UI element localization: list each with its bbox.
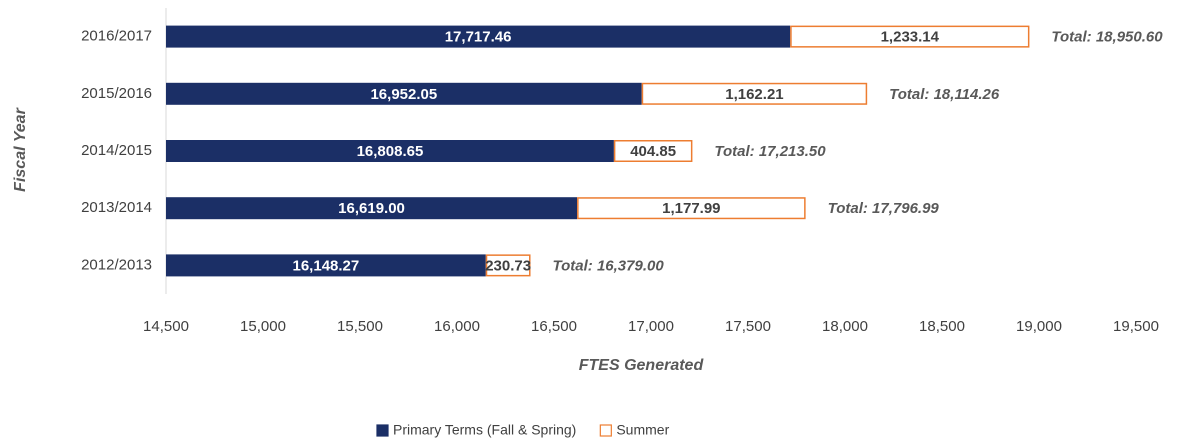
bar-primary xyxy=(166,197,578,220)
x-tick-label: 15,000 xyxy=(240,318,286,335)
bar-summer xyxy=(641,82,868,105)
value-label: 1,233.14 xyxy=(881,29,940,46)
total-label: Total: 16,379.00 xyxy=(553,257,665,274)
legend-label: Primary Terms (Fall & Spring) xyxy=(393,422,576,438)
total-label: Total: 17,213.50 xyxy=(714,143,826,160)
y-tick-label: 2013/2014 xyxy=(81,199,152,216)
value-label: 1,177.99 xyxy=(662,200,720,217)
bar-primary xyxy=(166,25,791,48)
value-label: 16,952.05 xyxy=(370,86,437,103)
value-label: 1,162.21 xyxy=(725,86,783,103)
total-label: Total: 17,796.99 xyxy=(828,200,940,217)
value-label: 16,808.65 xyxy=(357,143,424,160)
value-label: 16,619.00 xyxy=(338,200,405,217)
x-tick-label: 16,500 xyxy=(531,318,577,335)
y-axis-title: Fiscal Year xyxy=(12,107,29,191)
bar-summer xyxy=(613,140,693,162)
x-tick-label: 15,500 xyxy=(337,318,383,335)
bar-summer xyxy=(485,254,531,277)
legend-swatch xyxy=(376,424,389,437)
value-label: 230.73 xyxy=(485,257,531,274)
y-tick-label: 2014/2015 xyxy=(81,142,152,159)
bar-summer xyxy=(790,25,1030,48)
value-label: 404.85 xyxy=(630,143,676,160)
bar-primary xyxy=(166,140,614,162)
y-tick-label: 2012/2013 xyxy=(81,256,152,273)
x-tick-label: 14,500 xyxy=(143,318,189,335)
bar-primary xyxy=(166,82,642,105)
legend-label: Summer xyxy=(616,422,669,438)
x-tick-label: 17,000 xyxy=(628,318,674,335)
x-tick-label: 19,000 xyxy=(1016,318,1062,335)
x-tick-label: 17,500 xyxy=(725,318,771,335)
y-tick-label: 2015/2016 xyxy=(81,85,152,102)
value-label: 16,148.27 xyxy=(293,257,360,274)
x-tick-label: 19,500 xyxy=(1113,318,1159,335)
value-label: 17,717.46 xyxy=(445,29,512,46)
x-tick-label: 18,000 xyxy=(822,318,868,335)
y-tick-label: 2016/2017 xyxy=(81,28,152,45)
bar-primary xyxy=(166,254,486,277)
x-axis-title: FTES Generated xyxy=(579,357,705,374)
bar-summer xyxy=(577,197,806,220)
x-tick-label: 16,000 xyxy=(434,318,480,335)
total-label: Total: 18,114.26 xyxy=(889,86,1000,103)
total-label: Total: 18,950.60 xyxy=(1051,29,1163,46)
legend-swatch xyxy=(599,424,612,437)
x-tick-label: 18,500 xyxy=(919,318,965,335)
